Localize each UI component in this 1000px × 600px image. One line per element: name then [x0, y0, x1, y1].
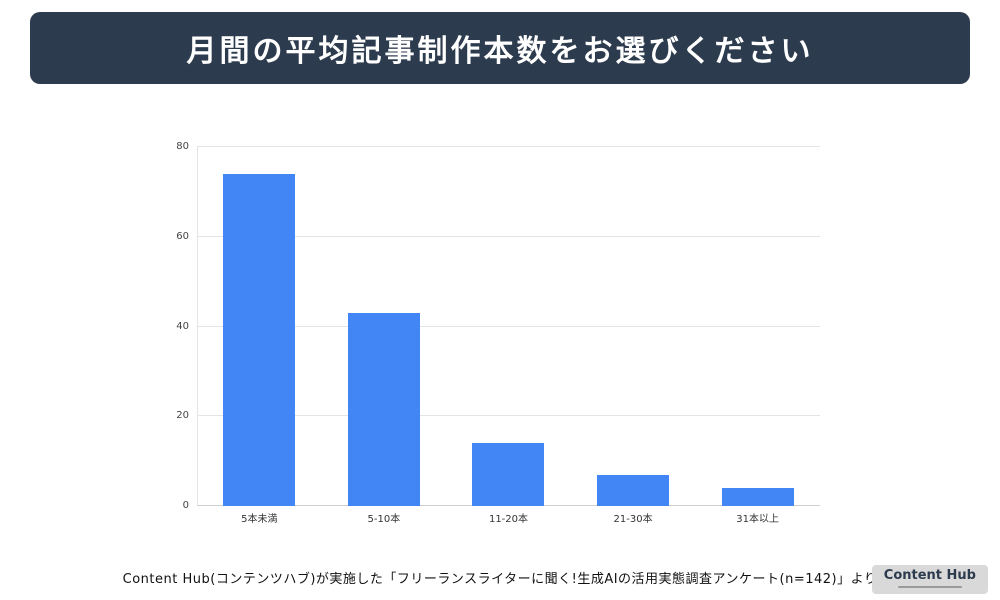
- y-tick-label-40: 40: [176, 320, 189, 332]
- bar-21-30本: [597, 474, 670, 506]
- bar-column: [322, 147, 447, 506]
- gridline-40: [197, 325, 820, 327]
- bar-5本未満: [223, 173, 296, 506]
- logo-subline: [897, 586, 962, 588]
- y-tick-label-60: 60: [176, 230, 189, 242]
- bar-column: [197, 147, 322, 506]
- bars-layer: [197, 147, 820, 506]
- logo-text: Content Hub: [883, 567, 976, 583]
- y-axis-line: [197, 147, 198, 506]
- page-title: 月間の平均記事制作本数をお選びください: [186, 34, 814, 69]
- bar-column: [571, 147, 696, 506]
- bar-column: [446, 147, 571, 506]
- source-text: Content Hub(コンテンツハブ)が実施した「フリーランスライターに聞く!…: [122, 572, 878, 587]
- gridline-60: [197, 235, 820, 237]
- x-axis-labels: 5本未満 5-10本 11-20本 21-30本 31本以上: [197, 510, 820, 525]
- bar-31本以上: [721, 488, 794, 506]
- logo-badge: Content Hub: [871, 564, 988, 594]
- x-axis-label-21-30本: 21-30本: [613, 514, 653, 525]
- x-axis-label-5-10本: 5-10本: [367, 514, 401, 525]
- bar-column: [695, 147, 820, 506]
- gridline-80: [197, 146, 820, 147]
- x-axis-label-5本未満: 5本未満: [241, 514, 278, 525]
- bar-chart: 0 20 40 60 80: [176, 142, 820, 511]
- y-tick-label-80: 80: [176, 141, 189, 152]
- x-axis-label-31本以上: 31本以上: [736, 514, 780, 525]
- y-tick-label-20: 20: [176, 410, 189, 422]
- gridline-20: [197, 415, 820, 417]
- bar-11-20本: [472, 443, 545, 506]
- bar-5-10本: [347, 313, 420, 506]
- header-banner: 月間の平均記事制作本数をお選びください: [30, 12, 970, 84]
- y-tick-label-0: 0: [182, 500, 189, 511]
- x-axis-label-11-20本: 11-20本: [488, 514, 529, 525]
